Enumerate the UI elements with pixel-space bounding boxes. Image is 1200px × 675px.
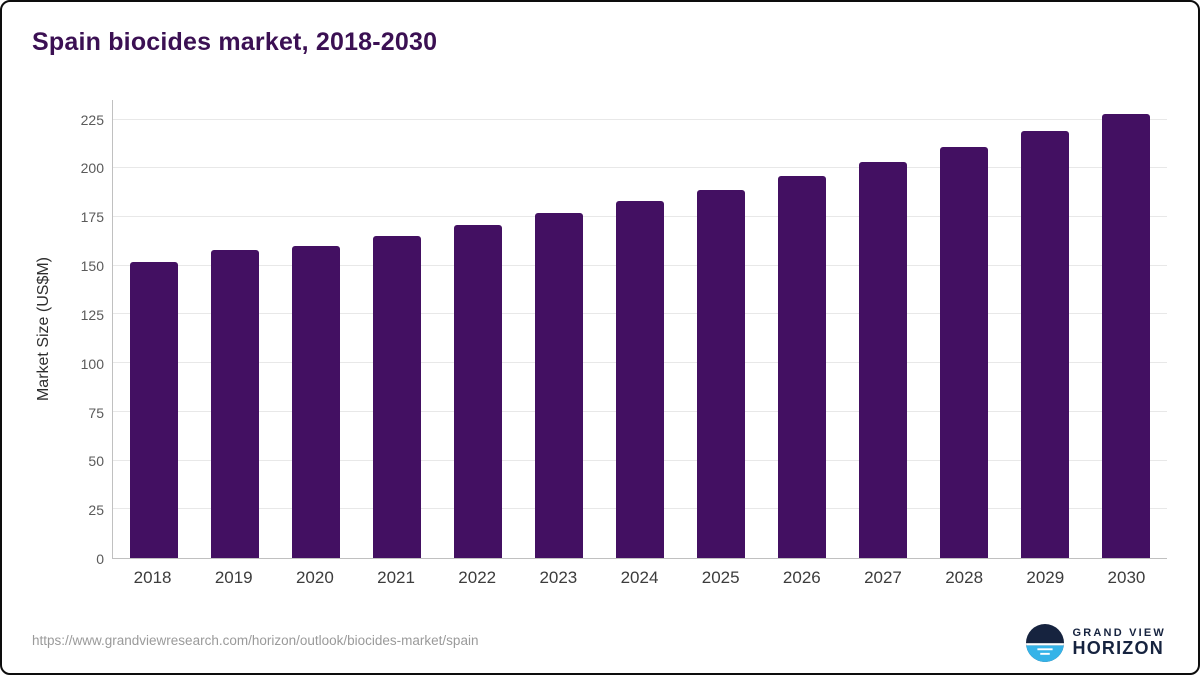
x-tick-label: 2025 [701, 568, 740, 587]
x-tick-label: 2024 [620, 568, 659, 587]
bar-slot [681, 100, 762, 558]
bar-slot [437, 100, 518, 558]
bar-slot [356, 100, 437, 558]
chart-title: Spain biocides market, 2018-2030 [32, 28, 438, 56]
bar-2023[interactable] [534, 213, 583, 558]
y-tick-label: 150 [80, 258, 104, 275]
bar-2021[interactable] [372, 236, 421, 558]
x-tick-label: 2023 [539, 568, 578, 587]
x-tick-label: 2028 [945, 568, 984, 587]
bar-slot [518, 100, 599, 558]
y-tick-label: 75 [88, 404, 104, 421]
y-tick-label: 0 [96, 551, 104, 567]
x-tick-label: 2027 [864, 568, 902, 587]
bar-slot [599, 100, 680, 558]
bar-2030[interactable] [1102, 113, 1151, 558]
gridline [113, 167, 1167, 169]
bar-slot [843, 100, 924, 558]
x-tick-label: 2020 [295, 568, 334, 587]
bar-slot [275, 100, 356, 558]
bar-2020[interactable] [291, 246, 340, 558]
bar-2028[interactable] [940, 146, 989, 558]
grandview-horizon-logo: GRAND VIEW HORIZON [1025, 624, 1167, 662]
bar-slot [924, 100, 1005, 558]
bar-series [113, 100, 1167, 558]
source-url: https://www.grandviewresearch.com/horizo… [32, 633, 479, 648]
y-tick-label: 175 [80, 209, 104, 226]
bar-slot [194, 100, 275, 558]
x-tick-label: 2030 [1107, 568, 1146, 587]
bar-2024[interactable] [616, 201, 664, 558]
bar-slot [1005, 100, 1086, 558]
x-tick-label: 2026 [782, 568, 821, 587]
logo-text: GRAND VIEW HORIZON [1072, 626, 1167, 659]
x-tick-label: 2029 [1026, 568, 1065, 587]
y-tick-label: 200 [80, 160, 104, 177]
bar-2019[interactable] [210, 250, 259, 558]
logo-line1: GRAND VIEW [1072, 626, 1166, 639]
x-axis: 2018 2019 2020 2021 2022 2023 2024 2025 2026 2027… [112, 568, 1167, 588]
bar-2018[interactable] [129, 261, 178, 558]
y-axis: 0 25 50 75 100 125 150 175 200 225 [60, 100, 104, 567]
x-tick-label: 2022 [458, 568, 497, 587]
bar-2027[interactable] [859, 162, 908, 558]
bar-2029[interactable] [1021, 131, 1070, 558]
x-tick-label: 2021 [377, 568, 415, 587]
y-tick-label: 100 [80, 355, 104, 372]
horizon-logo-icon [1025, 624, 1064, 662]
bar-2022[interactable] [453, 224, 502, 558]
y-tick-label: 125 [80, 306, 104, 323]
y-tick-label: 25 [88, 502, 104, 519]
gridline [113, 118, 1167, 120]
x-tick-label: 2019 [214, 568, 253, 587]
bar-slot [1086, 100, 1167, 558]
bar-2026[interactable] [778, 176, 827, 558]
plot-area [112, 100, 1167, 559]
bar-2025[interactable] [697, 189, 746, 558]
x-tick-label: 2018 [133, 568, 172, 587]
logo-line2: HORIZON [1072, 638, 1164, 659]
bar-slot [762, 100, 843, 558]
y-tick-label: 225 [80, 111, 104, 128]
y-tick-label: 50 [88, 453, 104, 470]
y-axis-label: Market Size (US$M) [35, 256, 52, 402]
bar-slot [113, 100, 194, 558]
